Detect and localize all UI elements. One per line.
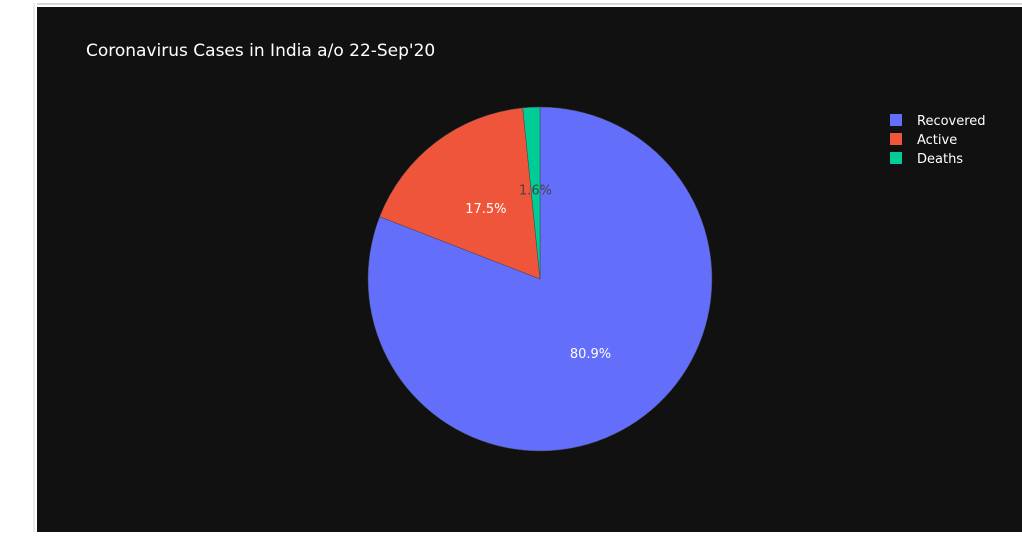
pie-label-active: 17.5% (465, 202, 506, 217)
legend-label-deaths[interactable]: Deaths (917, 152, 963, 167)
legend-label-recovered[interactable]: Recovered (917, 114, 986, 129)
pie-slices (367, 106, 713, 452)
legend-swatch-active[interactable] (890, 133, 902, 145)
pie-slice-deaths[interactable] (522, 106, 541, 280)
legend-swatch-deaths[interactable] (890, 152, 902, 164)
pie-chart: Coronavirus Cases in India a/o 22-Sep'20… (86, 41, 986, 452)
pie-slice-labels: 80.9% 17.5% 1.6% (465, 184, 611, 362)
legend: Recovered Active Deaths (890, 114, 986, 167)
plot-area: Coronavirus Cases in India a/o 22-Sep'20… (37, 7, 1022, 532)
pie-label-recovered: 80.9% (570, 347, 611, 362)
pie-label-deaths: 1.6% (519, 184, 552, 199)
pie-slice-active[interactable] (379, 107, 541, 280)
chart-title: Coronavirus Cases in India a/o 22-Sep'20 (86, 41, 435, 61)
legend-label-active[interactable]: Active (917, 133, 957, 148)
pie-slice-recovered[interactable] (367, 106, 713, 452)
page-top-rule (37, 3, 1022, 5)
legend-swatch-recovered[interactable] (890, 114, 902, 126)
page-left-rule (33, 3, 35, 532)
